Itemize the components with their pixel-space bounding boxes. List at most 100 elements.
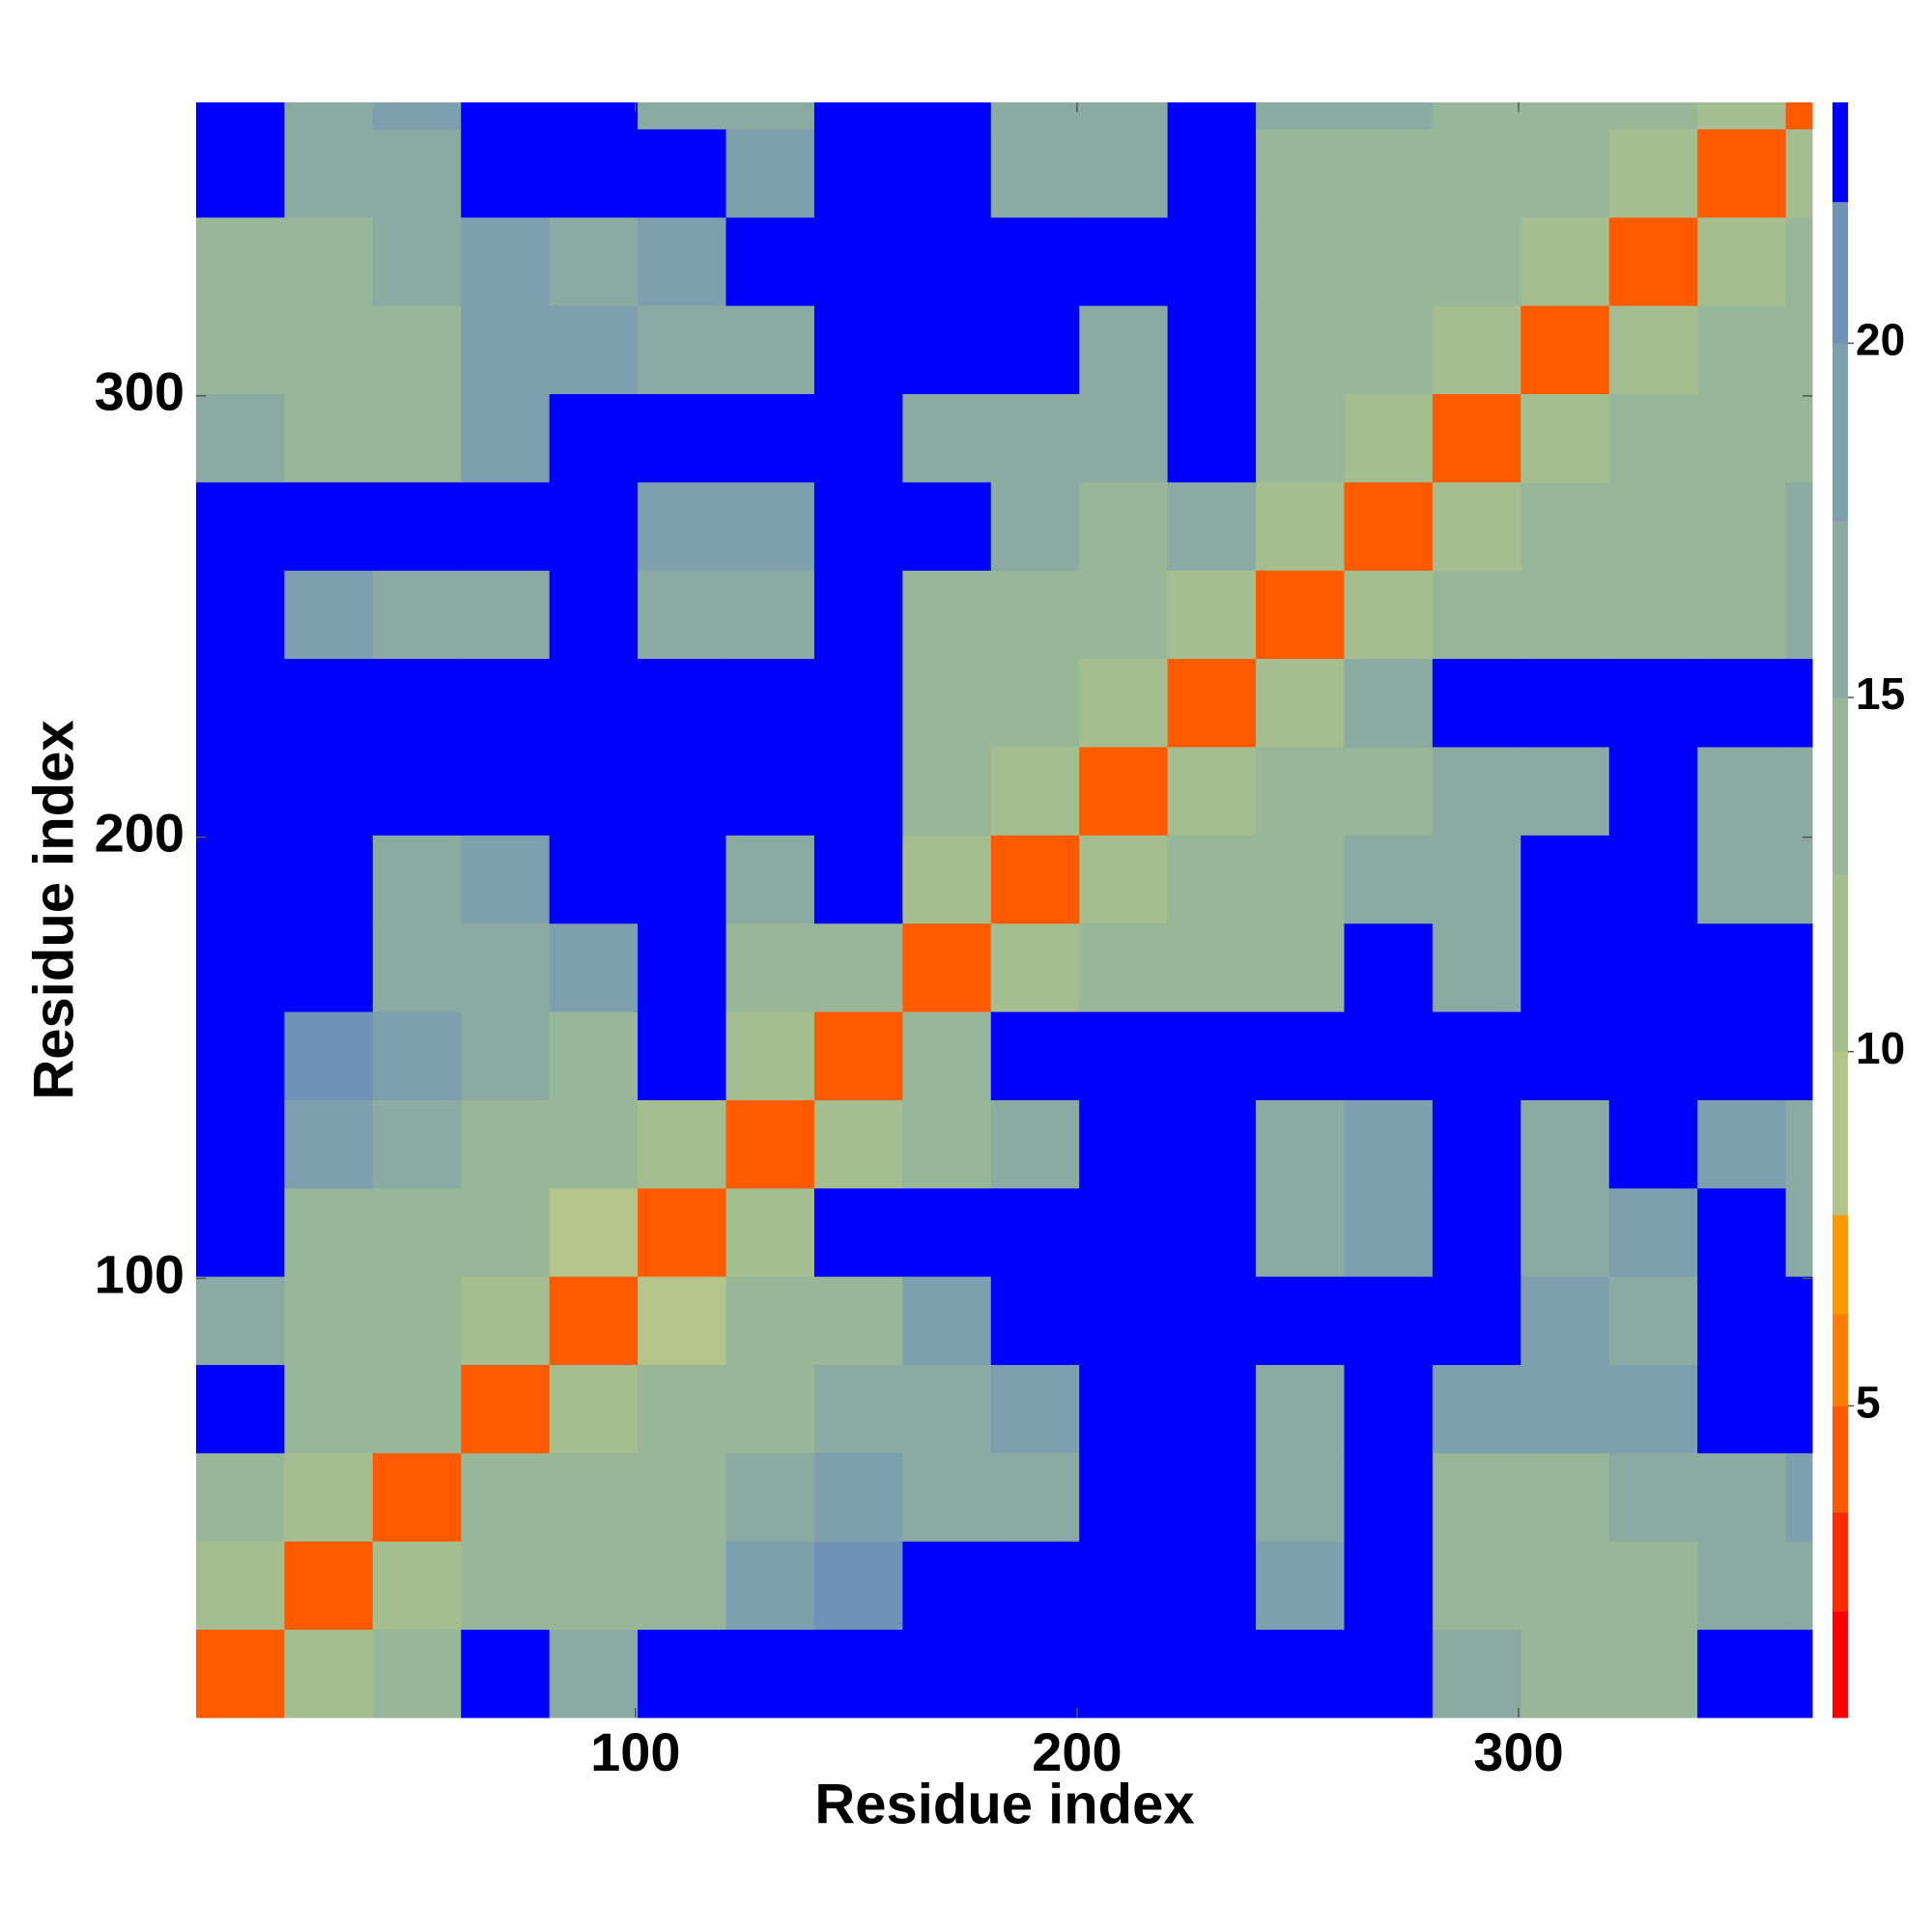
heatmap-cell <box>902 835 992 924</box>
heatmap-cell <box>990 393 1080 483</box>
heatmap-cell <box>1697 1629 1787 1719</box>
heatmap-cell <box>461 305 551 395</box>
heatmap-cell <box>1520 835 1610 924</box>
heatmap-cell <box>1785 305 1813 395</box>
heatmap-cell <box>1520 570 1610 660</box>
heatmap-cell <box>1344 570 1434 660</box>
heatmap-cell <box>549 305 639 395</box>
heatmap-cell <box>372 1364 462 1454</box>
heatmap-cell <box>1256 1629 1345 1719</box>
heatmap-cell <box>902 923 992 1012</box>
heatmap-cell <box>284 128 374 218</box>
heatmap-cell <box>638 1541 727 1631</box>
heatmap-cell <box>1520 102 1610 129</box>
heatmap-cell <box>1608 746 1698 836</box>
heatmap-cell <box>1167 1276 1257 1366</box>
heatmap-cell <box>1785 1276 1813 1366</box>
heatmap-cell <box>196 128 285 218</box>
heatmap-cell <box>1608 923 1698 1012</box>
heatmap-cell <box>1167 393 1257 483</box>
heatmap-cell <box>1079 216 1169 306</box>
heatmap-cell <box>1079 746 1169 836</box>
heatmap-cell <box>1608 393 1698 483</box>
heatmap-cell <box>902 393 992 483</box>
heatmap-cell <box>990 481 1080 571</box>
heatmap-cell <box>1608 570 1698 660</box>
heatmap-cell <box>638 216 727 306</box>
heatmap-cell <box>1167 1187 1257 1277</box>
heatmap-cell <box>1167 570 1257 660</box>
heatmap-cell <box>1256 1541 1345 1631</box>
heatmap-cell <box>1167 1099 1257 1189</box>
heatmap-cell <box>549 658 639 748</box>
heatmap-cell <box>284 1541 374 1631</box>
heatmap-cell <box>813 128 903 218</box>
heatmap-cell <box>1520 1276 1610 1366</box>
heatmap-cell <box>284 1629 374 1719</box>
heatmap-cell <box>1697 393 1787 483</box>
heatmap-cell <box>461 1011 551 1100</box>
heatmap-cell <box>1256 923 1345 1012</box>
heatmap-cell <box>461 128 551 218</box>
heatmap-cell <box>461 570 551 660</box>
heatmap-cell <box>1256 128 1345 218</box>
heatmap-cell <box>813 1276 903 1366</box>
heatmap-cell <box>1432 835 1521 924</box>
heatmap-cell <box>1256 835 1345 924</box>
heatmap-cell <box>1608 1187 1698 1277</box>
heatmap-cell <box>990 746 1080 836</box>
heatmap-cell <box>1256 570 1345 660</box>
heatmap-cell <box>902 1099 992 1189</box>
heatmap-cell <box>372 1187 462 1277</box>
heatmap-cell <box>1167 835 1257 924</box>
heatmap-cell <box>284 570 374 660</box>
heatmap-cell <box>990 1011 1080 1100</box>
heatmap-cell <box>461 835 551 924</box>
heatmap-cell <box>372 128 462 218</box>
heatmap-cell <box>1520 1364 1610 1454</box>
heatmap-cell <box>813 658 903 748</box>
heatmap-cell <box>1785 481 1813 571</box>
heatmap-cell <box>372 216 462 306</box>
heatmap-cell <box>284 1099 374 1189</box>
heatmap-cell <box>1608 658 1698 748</box>
heatmap-cell <box>1608 481 1698 571</box>
heatmap-cell <box>1697 1276 1787 1366</box>
heatmap-cell <box>813 1541 903 1631</box>
heatmap-cell <box>1344 923 1434 1012</box>
heatmap-cell <box>725 835 815 924</box>
heatmap-cell <box>1344 835 1434 924</box>
heatmap-cell <box>1697 746 1787 836</box>
heatmap-cell <box>1432 216 1521 306</box>
heatmap-cell <box>196 481 285 571</box>
heatmap-cell <box>372 1452 462 1542</box>
colorbar-band <box>1833 1314 1848 1406</box>
heatmap-cell <box>1167 1629 1257 1719</box>
heatmap-cell <box>1079 1011 1169 1100</box>
heatmap-cell <box>284 746 374 836</box>
heatmap-cell <box>1256 1187 1345 1277</box>
heatmap-cell <box>1785 1099 1813 1189</box>
heatmap-cell <box>725 1629 815 1719</box>
heatmap-cell <box>902 305 992 395</box>
heatmap-cell <box>1697 128 1787 218</box>
heatmap-cell <box>1079 835 1169 924</box>
heatmap-cell <box>813 1099 903 1189</box>
heatmap-cell <box>1344 305 1434 395</box>
heatmap-cell <box>284 1276 374 1366</box>
heatmap-cell <box>638 923 727 1012</box>
heatmap-cell <box>638 1187 727 1277</box>
heatmap-cell <box>1785 835 1813 924</box>
heatmap-cell <box>1785 1452 1813 1542</box>
heatmap-cell <box>725 393 815 483</box>
heatmap-cell <box>284 102 374 129</box>
heatmap-cell <box>372 1541 462 1631</box>
heatmap-cell <box>1520 746 1610 836</box>
colorbar-band <box>1833 1214 1848 1315</box>
heatmap-cell <box>813 1629 903 1719</box>
heatmap-cell <box>638 128 727 218</box>
heatmap-cell <box>1697 1541 1787 1631</box>
heatmap-cell <box>549 128 639 218</box>
heatmap-cell <box>990 1541 1080 1631</box>
heatmap-cell <box>549 1629 639 1719</box>
